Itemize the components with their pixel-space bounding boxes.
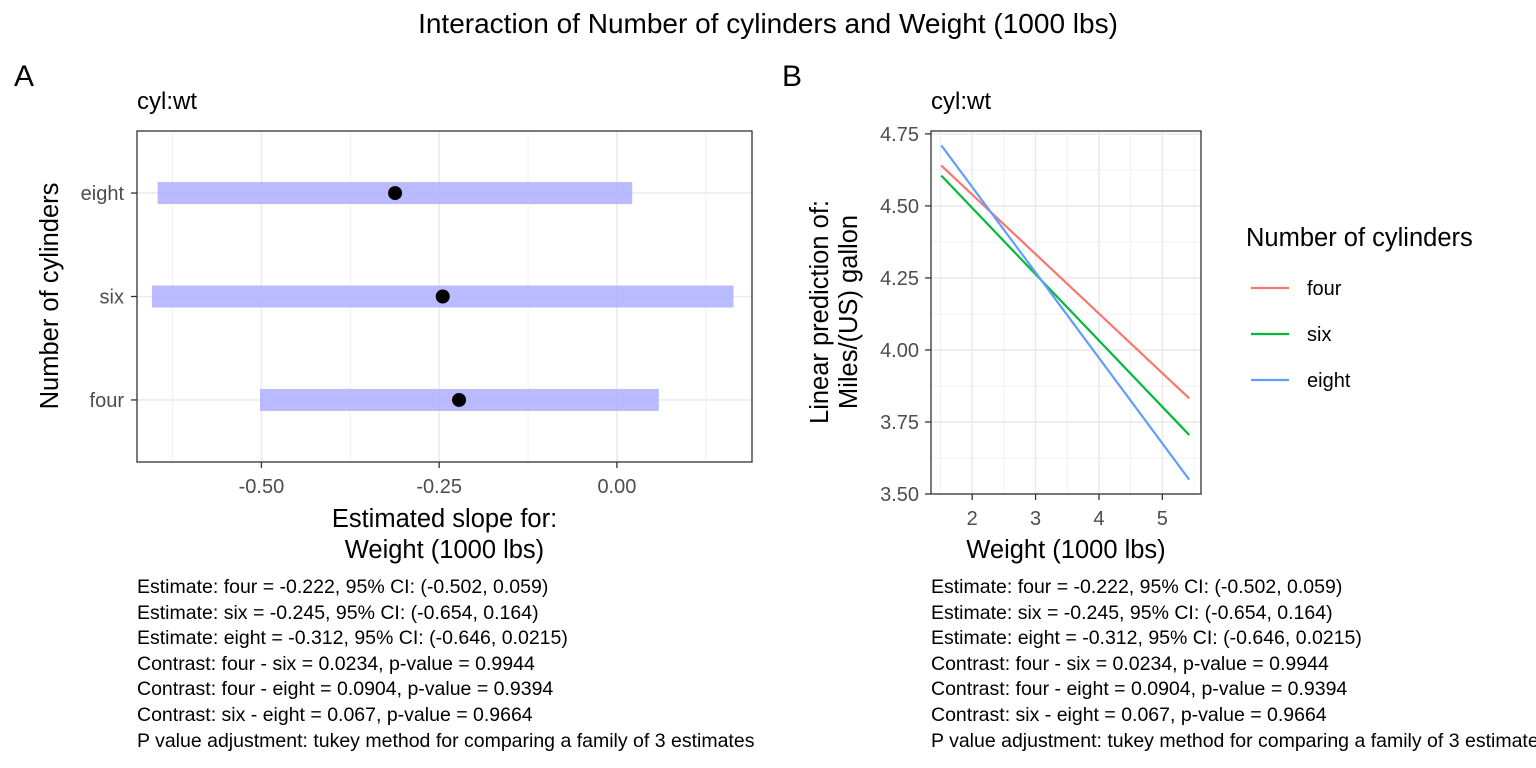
figure-title: Interaction of Number of cylinders and W…	[418, 8, 1118, 39]
note-line: Contrast: six - eight = 0.067, p-value =…	[137, 703, 533, 726]
panel-b-y-axis-label: Linear prediction of:Miles/(US) gallon	[806, 200, 863, 424]
note-line: P value adjustment: tukey method for com…	[931, 729, 1536, 752]
y-tick-label: 4.75	[880, 124, 919, 146]
y-tick-label: 3.75	[880, 412, 919, 434]
panel-a-x-axis-label: Estimated slope for: Weight (1000 lbs)	[332, 505, 557, 564]
note-line: Estimate: four = -0.222, 95% CI: (-0.502…	[931, 576, 1343, 598]
panel-b: B cyl:wt 3.50 3.75 4.00 4.25 4.50 4.75 2 3 4 5 L…	[782, 60, 1473, 564]
legend-label-four: four	[1307, 278, 1342, 300]
estimate-point-four	[452, 392, 467, 407]
note-line: Estimate: eight = -0.312, 95% CI: (-0.64…	[931, 627, 1362, 650]
panel-a-x-ticks: -0.50 -0.25 0.00	[239, 462, 636, 498]
x-tick-label: 3	[1030, 508, 1041, 530]
y-tick-label: 4.00	[880, 340, 919, 362]
legend-title: Number of cylinders	[1246, 224, 1473, 252]
note-line: Contrast: four - six = 0.0234, p-value =…	[137, 652, 535, 675]
panel-b-subtitle: cyl:wt	[931, 88, 991, 115]
y-tick-label: four	[90, 390, 125, 412]
y-tick-label: six	[100, 287, 124, 309]
note-line: Estimate: six = -0.245, 95% CI: (-0.654,…	[931, 601, 1333, 624]
series-line-six	[940, 174, 1191, 436]
x-tick-label: -0.25	[416, 476, 462, 498]
y-tick-label: 3.50	[880, 484, 919, 506]
panel-b-lines	[940, 144, 1191, 481]
panel-b-x-axis-label: Weight (1000 lbs)	[966, 536, 1165, 564]
panel-b-legend: Number of cylinders four six eight	[1246, 224, 1473, 392]
y-tick-label: 4.50	[880, 196, 919, 218]
panel-b-notes: Estimate: four = -0.222, 95% CI: (-0.502…	[931, 575, 1536, 754]
legend-label-six: six	[1307, 324, 1331, 346]
note-line: Contrast: four - eight = 0.0904, p-value…	[137, 678, 554, 701]
note-line: Estimate: six = -0.245, 95% CI: (-0.654,…	[137, 601, 539, 624]
series-line-four	[940, 164, 1190, 400]
x-tick-label: -0.50	[239, 476, 285, 498]
panel-a-notes: Estimate: four = -0.222, 95% CI: (-0.502…	[137, 575, 769, 754]
x-tick-label: 4	[1093, 508, 1104, 530]
note-line: Contrast: six - eight = 0.067, p-value =…	[931, 703, 1327, 726]
panel-b-y-ticks: 3.50 3.75 4.00 4.25 4.50 4.75	[880, 124, 931, 506]
series-line-eight	[940, 144, 1191, 481]
panel-a: A cyl:wt four six eight -0.50 -0.25 0.00 Num…	[14, 60, 753, 564]
panel-a-tag: A	[14, 60, 34, 93]
note-line: Contrast: four - eight = 0.0904, p-value…	[931, 678, 1348, 701]
x-tick-label: 0.00	[597, 476, 636, 498]
y-tick-label: 4.25	[880, 268, 919, 290]
panel-a-y-axis-label: Number of cylinders	[36, 183, 64, 410]
panel-a-y-ticks: four six eight	[81, 183, 137, 412]
y-tick-label: eight	[81, 183, 125, 205]
legend-label-eight: eight	[1307, 370, 1351, 392]
panel-a-marks	[151, 182, 734, 411]
panel-a-subtitle: cyl:wt	[137, 88, 197, 115]
estimate-point-eight	[388, 186, 403, 201]
panel-b-x-ticks: 2 3 4 5	[967, 494, 1168, 530]
note-line: P value adjustment: tukey method for com…	[137, 729, 755, 752]
note-line: Estimate: eight = -0.312, 95% CI: (-0.64…	[137, 627, 568, 650]
x-tick-label: 5	[1157, 508, 1168, 530]
panel-b-tag: B	[782, 60, 802, 93]
estimate-point-six	[435, 289, 450, 304]
x-tick-label: 2	[967, 508, 978, 530]
note-line: Estimate: four = -0.222, 95% CI: (-0.502…	[137, 576, 549, 598]
note-line: Contrast: four - six = 0.0234, p-value =…	[931, 652, 1329, 675]
panel-b-border	[930, 130, 1202, 495]
